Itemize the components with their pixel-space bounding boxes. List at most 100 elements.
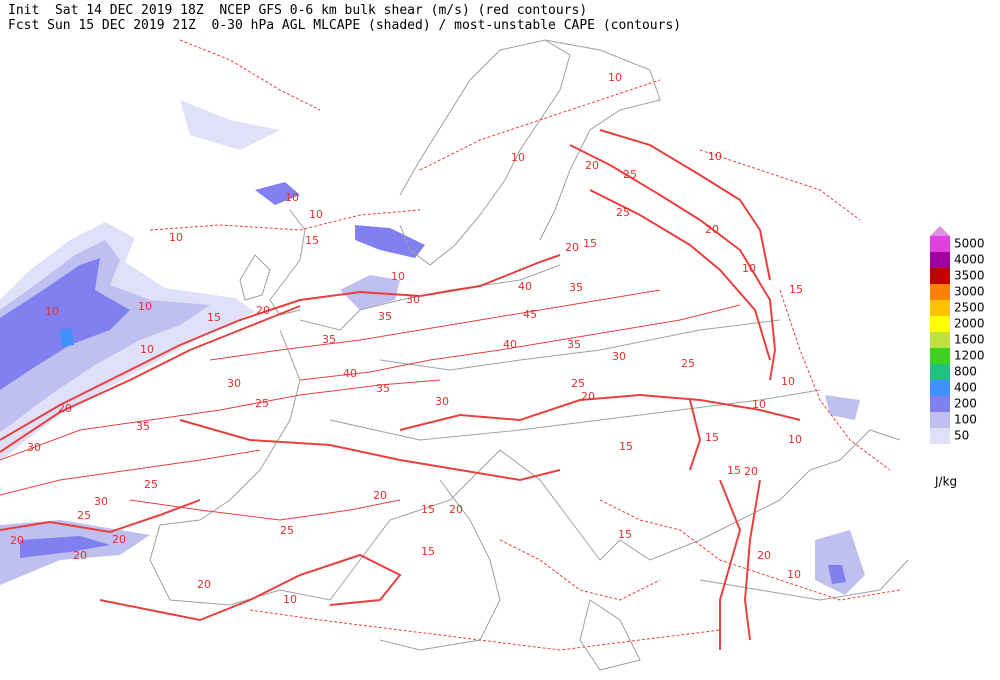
colorbar-label: 1600 [954,333,985,347]
contour-label: 10 [169,231,183,244]
contour-label: 25 [623,168,637,181]
contour-label: 25 [255,397,269,410]
colorbar-label: 2500 [954,301,985,315]
colorbar-label: 3500 [954,269,985,283]
contour-label: 15 [305,234,319,247]
contour-label: 15 [421,503,435,516]
contour-label: 20 [58,402,72,415]
contour-label: 25 [144,478,158,491]
colorbar-box [930,428,950,444]
contour-labels: 1010101520101015103035354035303025203530… [10,71,803,606]
contour-label: 25 [571,377,585,390]
contour-label: 35 [567,338,581,351]
contour-label: 30 [435,395,449,408]
colorbar-unit: J/kg [934,475,957,489]
contour-label: 20 [10,534,24,547]
contour-label: 15 [789,283,803,296]
contour-label: 10 [140,343,154,356]
contour-label: 40 [503,338,517,351]
contour-label: 15 [705,431,719,444]
contour-label: 40 [518,280,532,293]
colorbar-arrow [930,226,950,236]
colorbar-box [930,380,950,396]
colorbar-label: 1200 [954,349,985,363]
contour-label: 35 [378,310,392,323]
contour-label: 20 [197,578,211,591]
contour-label: 15 [727,464,741,477]
colorbar-label: 100 [954,413,977,427]
contour-label: 15 [583,237,597,250]
colorbar-box [930,396,950,412]
contour-label: 20 [373,489,387,502]
colorbar-box [930,412,950,428]
colorbar-label: 4000 [954,253,985,267]
contour-label: 10 [138,300,152,313]
contour-label: 20 [565,241,579,254]
colorbar-label: 800 [954,365,977,379]
colorbar-label: 200 [954,397,977,411]
header-line: Fcst Sun 15 DEC 2019 21Z 0-30 hPa AGL ML… [8,18,681,33]
contour-label: 25 [280,524,294,537]
colorbar: 5000 4000 3500 3000 2500 2000 1600 1200 800 400 20… [930,226,985,489]
contour-label: 20 [73,549,87,562]
colorbar-box [930,348,950,364]
contour-label: 35 [136,420,150,433]
contour-label: 20 [581,390,595,403]
contour-label: 15 [618,528,632,541]
contour-label: 40 [343,367,357,380]
coastlines [149,39,909,671]
contour-label: 10 [752,398,766,411]
colorbar-label: 3000 [954,285,985,299]
contour-label: 20 [449,503,463,516]
colorbar-box [930,332,950,348]
contour-label: 20 [744,465,758,478]
colorbar-label: 2000 [954,317,985,331]
contour-label: 20 [256,304,270,317]
cape-shading [0,100,865,595]
contour-label: 20 [112,533,126,546]
colorbar-box [930,284,950,300]
contour-label: 30 [612,350,626,363]
contour-label: 25 [77,509,91,522]
contour-label: 15 [421,545,435,558]
colorbar-label: 5000 [954,237,985,251]
contour-label: 30 [94,495,108,508]
header-line: Init Sat 14 DEC 2019 18Z NCEP GFS 0-6 km… [8,3,587,18]
contour-label: 10 [788,433,802,446]
colorbar-label: 50 [954,429,969,443]
contour-label: 10 [781,375,795,388]
contour-label: 35 [322,333,336,346]
contour-label: 20 [757,549,771,562]
colorbar-box [930,316,950,332]
colorbar-box [930,364,950,380]
contour-label: 10 [45,305,59,318]
contour-label: 35 [376,382,390,395]
contour-label: 20 [585,159,599,172]
colorbar-label: 400 [954,381,977,395]
contour-label: 10 [283,593,297,606]
colorbar-box [930,252,950,268]
contour-label: 30 [406,293,420,306]
contour-label: 10 [309,208,323,221]
contour-label: 35 [569,281,583,294]
contour-label: 45 [523,308,537,321]
contour-label: 10 [391,270,405,283]
colorbar-box [930,300,950,316]
contour-label: 20 [705,223,719,236]
contour-label: 10 [787,568,801,581]
colorbar-box [930,268,950,284]
contour-label: 10 [708,150,722,163]
contour-label: 15 [207,311,221,324]
contour-label: 10 [608,71,622,84]
contour-label: 30 [227,377,241,390]
colorbar-box [930,236,950,252]
contour-label: 10 [285,191,299,204]
shear-contours [0,39,901,651]
contour-label: 25 [681,357,695,370]
contour-label: 10 [511,151,525,164]
contour-label: 30 [27,441,41,454]
contour-label: 15 [619,440,633,453]
contour-label: 25 [616,206,630,219]
contour-label: 10 [742,262,756,275]
